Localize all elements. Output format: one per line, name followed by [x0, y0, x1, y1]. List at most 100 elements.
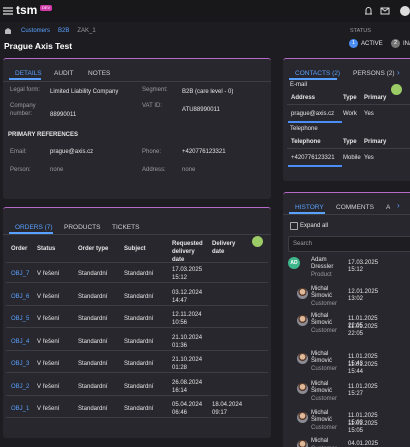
order-link[interactable]: OBJ_2: [11, 383, 30, 390]
column-header: Status: [37, 246, 56, 252]
section-title: PRIMARY REFERENCES: [8, 132, 79, 138]
order-link[interactable]: OBJ_4: [11, 338, 30, 345]
table-cell[interactable]: V řešení: [37, 361, 60, 367]
field-label: VAT ID:: [142, 103, 163, 109]
tab[interactable]: PERSONS (2): [353, 70, 395, 77]
tab[interactable]: COMMENTS: [336, 204, 374, 211]
column-header: Order: [11, 246, 28, 252]
table-cell[interactable]: 12.11.2024 10:56: [172, 312, 202, 326]
table-cell[interactable]: 21.10.2024 01:28: [172, 357, 203, 371]
tab[interactable]: DETAILS: [15, 70, 42, 77]
table-cell[interactable]: Mobile: [343, 155, 361, 161]
table-cell[interactable]: Standardní: [124, 316, 154, 322]
avatar: [297, 288, 308, 299]
table-cell[interactable]: 21.10.2024 01:36: [172, 334, 203, 349]
table-cell[interactable]: Standardní: [78, 293, 108, 300]
tab[interactable]: PRODUCTS: [64, 224, 101, 231]
section-title: E-mail: [290, 82, 308, 88]
table-cell[interactable]: V řešení: [37, 406, 60, 412]
order-link[interactable]: OBJ_7: [11, 271, 30, 277]
table-cell[interactable]: Standardní: [78, 338, 108, 345]
table-cell[interactable]: Standardní: [78, 361, 108, 367]
field-value: prague@axis.cz: [50, 149, 94, 155]
author-role: Customer: [311, 366, 338, 372]
table-cell[interactable]: 17.03.2025 15:12: [172, 267, 203, 281]
add-button[interactable]: [252, 236, 263, 247]
order-link[interactable]: OBJ_5: [11, 316, 30, 322]
timestamp: 11.01.2025 15:03: [348, 413, 378, 426]
table-cell[interactable]: Standardní: [124, 361, 154, 367]
table-cell[interactable]: Yes: [364, 111, 374, 117]
order-link[interactable]: OBJ_1: [11, 406, 30, 412]
divider: [6, 372, 268, 373]
column-header: Requested delivery date: [172, 241, 203, 263]
step-number: 2: [391, 39, 400, 48]
home-icon[interactable]: [4, 27, 12, 35]
step-number: 1: [349, 39, 358, 48]
table-cell[interactable]: V řešení: [37, 383, 60, 390]
author-role: Customer: [311, 396, 338, 402]
tab[interactable]: NOTES: [88, 70, 111, 77]
tab-arrow[interactable]: ›: [397, 68, 400, 77]
checkbox[interactable]: [290, 222, 298, 230]
tab[interactable]: CONTACTS (2): [295, 70, 341, 77]
menu-icon[interactable]: [2, 5, 14, 17]
table-cell[interactable]: Standardní: [124, 338, 154, 345]
table-cell[interactable]: +420776123321: [291, 155, 335, 161]
table-cell[interactable]: Standardní: [124, 383, 154, 390]
tab-arrow[interactable]: ›: [397, 201, 400, 210]
table-cell[interactable]: Standardní: [78, 316, 108, 322]
page-title: Prague Axis Test: [4, 41, 73, 51]
table-cell[interactable]: V řešení: [37, 271, 60, 277]
tab[interactable]: HISTORY: [295, 204, 324, 211]
expand-label: Expand all: [300, 223, 329, 229]
field-value: ATU88990011: [182, 107, 220, 113]
table-cell[interactable]: 03.12.2024 14:47: [172, 289, 203, 304]
orders-panel: [3, 207, 271, 438]
timestamp: 12.01.2025 13:02: [348, 289, 379, 302]
table-cell[interactable]: Standardní: [78, 271, 108, 277]
tab[interactable]: AUDIT: [54, 70, 74, 77]
table-cell[interactable]: V řešení: [37, 293, 60, 300]
breadcrumb-link[interactable]: ZAK_1: [77, 28, 96, 34]
tab[interactable]: A: [386, 204, 391, 211]
divider: [6, 262, 268, 263]
table-cell[interactable]: Standardní: [124, 271, 154, 277]
add-button[interactable]: [391, 84, 402, 95]
divider: [283, 214, 410, 215]
search-input[interactable]: Search: [288, 236, 410, 252]
table-cell[interactable]: prague@axis.cz: [291, 111, 335, 117]
divider: [3, 81, 271, 82]
step-label: ACTIVE: [361, 41, 383, 47]
table-cell[interactable]: V řešení: [37, 316, 60, 322]
column-header: Telephone: [291, 139, 321, 145]
table-cell[interactable]: Standardní: [124, 293, 154, 300]
table-cell[interactable]: Standardní: [124, 406, 154, 412]
status-label: STATUS: [350, 28, 371, 34]
breadcrumb-link[interactable]: Customers: [21, 28, 51, 34]
order-link[interactable]: OBJ_6: [11, 293, 30, 300]
table-cell[interactable]: Yes: [364, 155, 374, 161]
table-cell[interactable]: 18.04.2024 09:17: [212, 402, 243, 416]
tab[interactable]: TICKETS: [112, 224, 140, 231]
table-cell[interactable]: V řešení: [37, 338, 60, 345]
author-name: Michal Šimović: [311, 313, 333, 326]
order-link[interactable]: OBJ_3: [11, 361, 30, 367]
table-cell[interactable]: Standardní: [78, 406, 108, 412]
column-header: Primary: [364, 139, 387, 145]
table-cell[interactable]: Work: [343, 111, 357, 117]
tab[interactable]: ORDERS (7): [15, 224, 53, 231]
field-value: Limited Liability Company: [50, 89, 119, 95]
table-cell[interactable]: 05.04.2024 06:46: [172, 402, 203, 416]
header-icons[interactable]: [362, 5, 410, 17]
field-value: B2B (care level - 0): [182, 89, 234, 95]
table-cell[interactable]: Standardní: [78, 383, 108, 390]
divider: [6, 349, 268, 351]
author-name: Michal Šimović: [311, 381, 333, 394]
field-value: none: [50, 167, 64, 173]
table-cell[interactable]: 26.08.2024 16:14: [172, 379, 203, 394]
field-label: Person:: [10, 167, 31, 173]
avatar: [297, 440, 308, 447]
logo[interactable]: tsm: [16, 3, 38, 17]
breadcrumb-link[interactable]: B2B: [58, 28, 70, 34]
